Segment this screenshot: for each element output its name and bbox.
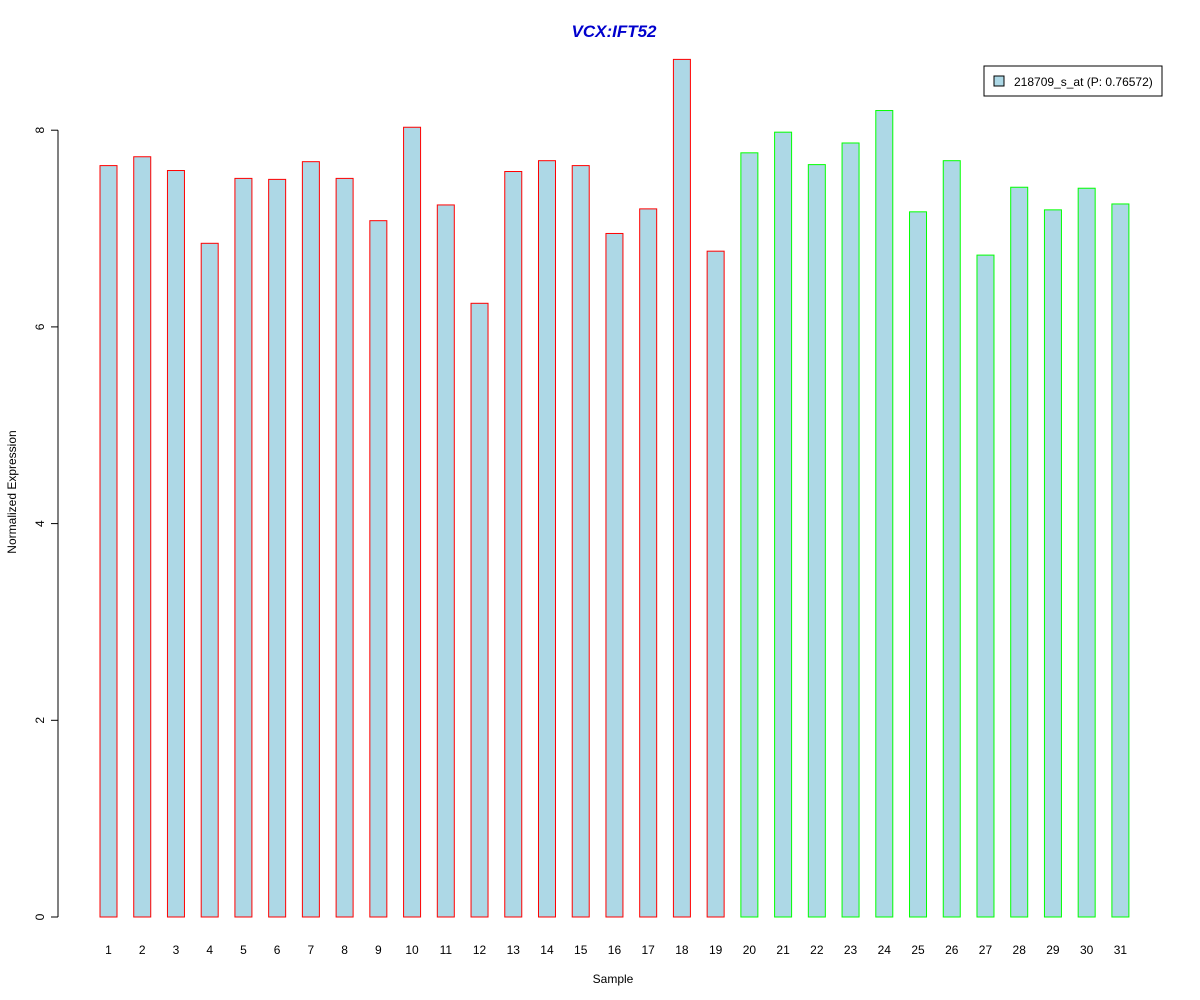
x-tick-label: 13 bbox=[507, 943, 521, 957]
x-tick-label: 9 bbox=[375, 943, 382, 957]
x-tick-label: 16 bbox=[608, 943, 622, 957]
bar bbox=[133, 156, 152, 918]
x-tick-label: 6 bbox=[274, 943, 281, 957]
bar bbox=[1010, 186, 1029, 918]
bar bbox=[774, 131, 793, 918]
x-tick-label: 19 bbox=[709, 943, 723, 957]
bar bbox=[672, 58, 691, 918]
x-tick-label: 5 bbox=[240, 943, 247, 957]
bar bbox=[234, 177, 253, 918]
x-tick-label: 27 bbox=[979, 943, 993, 957]
bar bbox=[268, 178, 287, 918]
x-tick-label: 10 bbox=[405, 943, 419, 957]
bar bbox=[99, 165, 118, 918]
x-tick-label: 14 bbox=[540, 943, 554, 957]
x-tick-label: 24 bbox=[878, 943, 892, 957]
x-tick-label: 17 bbox=[642, 943, 656, 957]
bar bbox=[1077, 187, 1096, 918]
x-tick-label: 22 bbox=[810, 943, 824, 957]
x-tick-label: 26 bbox=[945, 943, 959, 957]
x-tick-label: 20 bbox=[743, 943, 757, 957]
bar bbox=[1111, 203, 1130, 918]
x-tick-label: 18 bbox=[675, 943, 689, 957]
chart-title: VCX:IFT52 bbox=[571, 22, 657, 41]
bar bbox=[639, 208, 658, 918]
bar bbox=[470, 302, 489, 918]
bar bbox=[537, 160, 556, 918]
bar bbox=[301, 161, 320, 918]
bar bbox=[369, 220, 388, 918]
x-tick-label: 23 bbox=[844, 943, 858, 957]
bar bbox=[605, 232, 624, 918]
y-axis-label: Normalized Expression bbox=[5, 430, 19, 553]
legend-label: 218709_s_at (P: 0.76572) bbox=[1014, 75, 1153, 89]
legend: 218709_s_at (P: 0.76572) bbox=[983, 65, 1163, 97]
bar bbox=[706, 250, 725, 918]
y-tick-label: 2 bbox=[33, 717, 47, 724]
bar bbox=[403, 126, 422, 918]
x-tick-label: 12 bbox=[473, 943, 487, 957]
legend-box bbox=[983, 65, 1163, 97]
bar bbox=[942, 160, 961, 918]
x-tick-label: 29 bbox=[1046, 943, 1060, 957]
x-tick-label: 25 bbox=[911, 943, 925, 957]
x-tick-label: 1 bbox=[105, 943, 112, 957]
x-tick-label: 21 bbox=[776, 943, 790, 957]
y-tick-label: 4 bbox=[33, 520, 47, 527]
y-tick-label: 6 bbox=[33, 323, 47, 330]
bar bbox=[571, 165, 590, 918]
x-tick-label: 15 bbox=[574, 943, 588, 957]
bar bbox=[875, 110, 894, 918]
x-tick-label: 31 bbox=[1114, 943, 1128, 957]
bar bbox=[740, 152, 759, 918]
bar bbox=[807, 164, 826, 918]
bar bbox=[166, 170, 185, 918]
x-tick-label: 30 bbox=[1080, 943, 1094, 957]
bar bbox=[841, 142, 860, 918]
bar bbox=[335, 177, 354, 918]
x-tick-label: 8 bbox=[341, 943, 348, 957]
bars bbox=[99, 58, 1130, 918]
x-tick-label: 4 bbox=[206, 943, 213, 957]
y-axis: 0 2 4 6 8 bbox=[33, 127, 59, 920]
bar bbox=[909, 211, 928, 918]
bar bbox=[1043, 209, 1062, 918]
legend-swatch bbox=[993, 75, 1005, 87]
bar bbox=[436, 204, 455, 918]
x-tick-label: 2 bbox=[139, 943, 146, 957]
y-tick-label: 8 bbox=[33, 127, 47, 134]
x-axis-label: Sample bbox=[593, 972, 634, 986]
y-tick-label: 0 bbox=[33, 913, 47, 920]
x-tick-labels: 1 2 3 4 5 6 7 8 9 10 11 12 13 14 15 16 17 18 19 20 21 22 23 24 2… bbox=[105, 943, 1127, 957]
bar bbox=[504, 171, 523, 918]
x-tick-label: 28 bbox=[1013, 943, 1027, 957]
x-tick-label: 7 bbox=[308, 943, 315, 957]
x-tick-label: 11 bbox=[440, 943, 453, 957]
bar bbox=[976, 254, 995, 918]
bar bbox=[200, 242, 219, 918]
x-tick-label: 3 bbox=[173, 943, 180, 957]
